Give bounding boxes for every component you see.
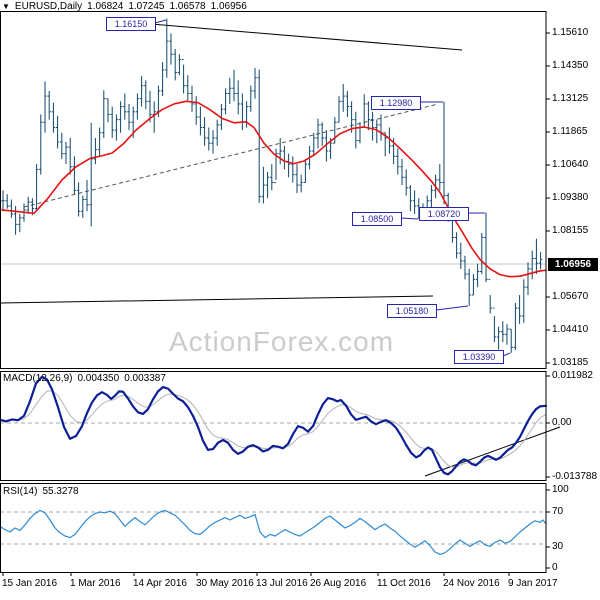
date-axis-label: 1 Mar 2016 [70,578,121,589]
macd-value: 0.004350 [77,373,120,384]
date-axis-label: 11 Oct 2016 [377,578,431,589]
ohlc-open: 1.06824 [87,1,124,12]
date-axis-label: 26 Aug 2016 [310,578,367,589]
date-axis-label: 14 Apr 2016 [133,578,187,589]
rsi-title: RSI(14) 55.3278 [3,486,84,497]
rsi-name: RSI(14) [3,486,38,497]
price-flag: 1.08720 [419,207,469,221]
price-axis-label: 1.11865 [552,126,588,137]
macd-title: MACD(12,26,9) 0.004350 0.003387 [3,373,171,384]
rsi-axis-label: 30 [552,541,564,552]
macd-axis-label: -0.013788 [552,471,598,482]
price-axis-label: 1.14350 [552,60,589,71]
macd-axis-label: 0.011982 [552,370,593,381]
ohlc-high: 1.07245 [128,1,165,12]
price-flag: 1.16150 [106,17,156,31]
macd-axis-label: 0.00 [552,417,572,428]
current-price-badge: 1.06956 [548,258,598,271]
date-axis-label: 24 Nov 2016 [443,578,500,589]
price-flag: 1.03390 [454,350,504,364]
price-axis-label: 1.08155 [552,225,589,236]
price-axis-label: 1.10640 [552,159,589,170]
chart-title: ▼ EURUSD,Daily 1.06824 1.07245 1.06578 1.0695… [2,1,252,12]
watermark: ActionForex.com [169,326,395,357]
rsi-axis-label: 0 [552,562,558,573]
macd-signal-value: 0.003387 [124,373,166,384]
price-flag: 1.12980 [371,96,421,110]
rsi-axis-label: 70 [552,506,564,517]
symbol-marker-icon: ▼ [2,2,10,11]
macd-name: MACD(12,26,9) [3,373,73,384]
price-axis-label: 1.05670 [552,291,589,302]
ohlc-low: 1.06578 [169,1,206,12]
rsi-value: 55.3278 [42,486,79,497]
price-axis-label: 1.15610 [552,27,589,38]
date-axis-label: 9 Jan 2017 [508,578,558,589]
date-axis-label: 13 Jul 2016 [256,578,308,589]
rsi-axis-label: 100 [552,484,569,495]
price-axis-label: 1.03185 [552,357,589,368]
date-axis-label: 30 May 2016 [196,578,254,589]
price-axis-label: 1.04410 [552,324,589,335]
price-axis-label: 1.13125 [552,93,589,104]
date-axis-label: 15 Jan 2016 [2,578,58,589]
symbol-name: EURUSD,Daily [14,1,83,12]
ohlc-close: 1.06956 [210,1,247,12]
price-axis-label: 1.09380 [552,192,589,203]
price-flag: 1.08500 [352,212,402,226]
price-flag: 1.05180 [387,304,437,318]
